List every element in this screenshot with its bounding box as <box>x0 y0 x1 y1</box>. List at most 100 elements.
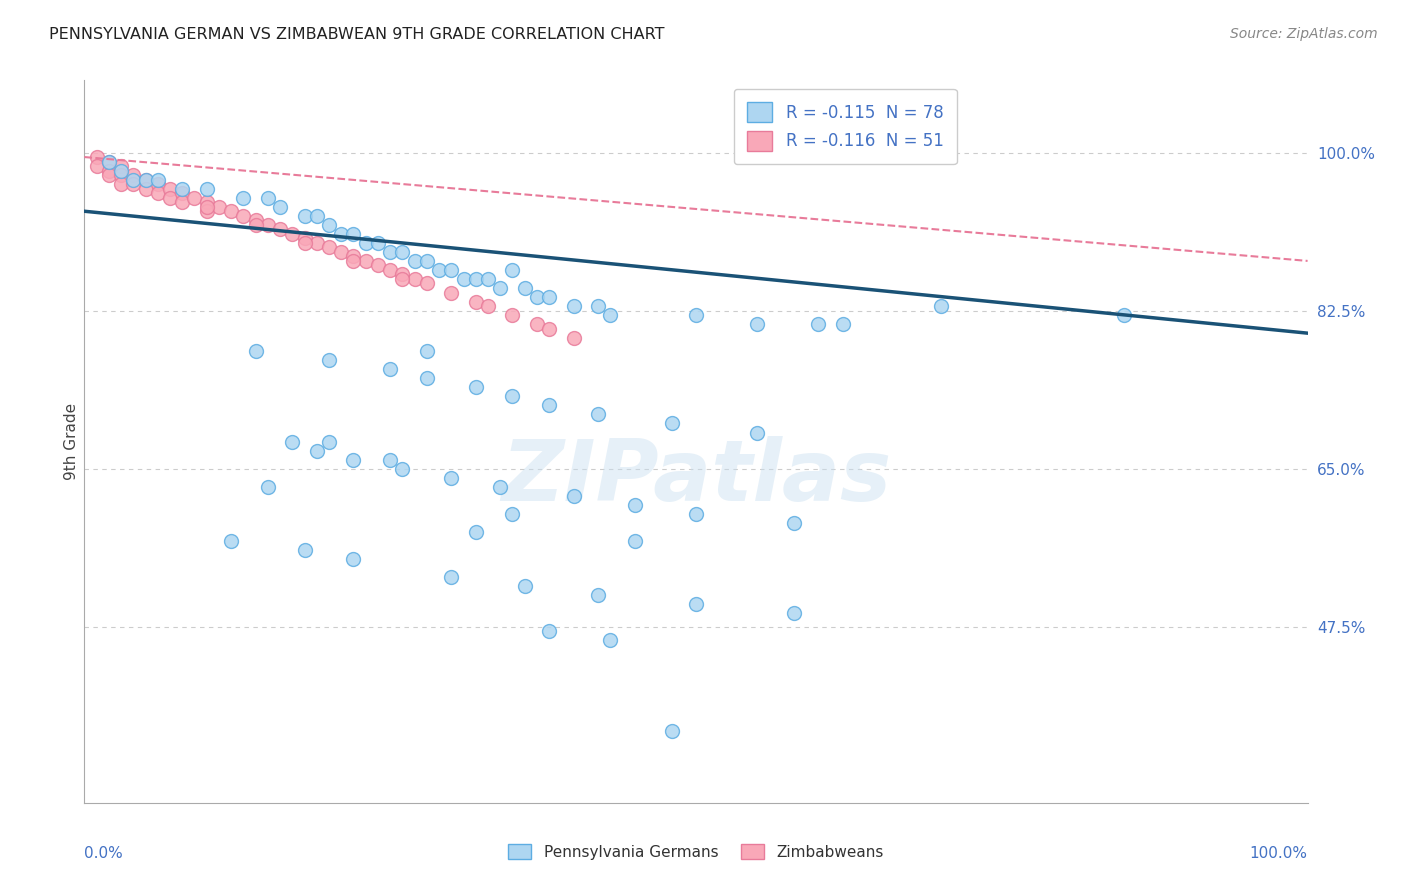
Point <box>391 272 413 286</box>
Point <box>281 227 304 241</box>
Point <box>122 172 145 186</box>
Point <box>342 452 364 467</box>
Point <box>526 290 548 304</box>
Point <box>489 480 512 494</box>
Point <box>342 227 364 241</box>
Point <box>783 516 806 530</box>
Point <box>305 443 328 458</box>
Point <box>831 317 853 331</box>
Point <box>1114 308 1136 322</box>
Legend: Pennsylvania Germans, Zimbabweans: Pennsylvania Germans, Zimbabweans <box>501 836 891 867</box>
Point <box>440 285 463 300</box>
Point <box>464 294 486 309</box>
Text: 100.0%: 100.0% <box>1250 847 1308 861</box>
Point <box>257 480 280 494</box>
Point <box>391 461 413 475</box>
Point <box>661 723 683 738</box>
Point <box>685 308 707 322</box>
Point <box>146 177 169 191</box>
Point <box>97 168 120 182</box>
Point <box>318 353 340 368</box>
Point <box>586 408 609 422</box>
Point <box>330 227 353 241</box>
Point <box>245 213 267 227</box>
Point <box>440 570 463 584</box>
Point <box>538 624 561 639</box>
Point <box>318 218 340 232</box>
Point <box>330 244 353 259</box>
Text: PENNSYLVANIA GERMAN VS ZIMBABWEAN 9TH GRADE CORRELATION CHART: PENNSYLVANIA GERMAN VS ZIMBABWEAN 9TH GR… <box>49 27 665 42</box>
Point <box>562 331 585 345</box>
Point <box>195 195 218 210</box>
Point <box>86 150 108 164</box>
Point <box>502 389 524 403</box>
Point <box>380 362 402 376</box>
Point <box>269 200 291 214</box>
Point <box>110 163 132 178</box>
Point <box>747 317 769 331</box>
Point <box>562 489 585 503</box>
Point <box>208 200 231 214</box>
Point <box>416 371 439 385</box>
Point <box>318 434 340 449</box>
Point <box>477 272 499 286</box>
Point <box>86 159 108 173</box>
Point <box>97 163 120 178</box>
Point <box>294 209 316 223</box>
Point <box>538 398 561 412</box>
Text: 0.0%: 0.0% <box>84 847 124 861</box>
Point <box>294 542 316 557</box>
Point <box>245 344 267 359</box>
Point <box>135 172 157 186</box>
Point <box>624 498 647 512</box>
Point <box>427 263 450 277</box>
Point <box>135 182 157 196</box>
Point <box>281 434 304 449</box>
Point <box>257 191 280 205</box>
Point <box>453 272 475 286</box>
Point <box>305 209 328 223</box>
Point <box>269 222 291 236</box>
Point <box>122 177 145 191</box>
Point <box>416 277 439 291</box>
Point <box>440 471 463 485</box>
Point <box>562 299 585 313</box>
Point <box>172 195 194 210</box>
Point <box>404 272 426 286</box>
Point <box>110 168 132 182</box>
Point <box>807 317 830 331</box>
Point <box>110 177 132 191</box>
Point <box>586 299 609 313</box>
Point <box>219 533 242 548</box>
Y-axis label: 9th Grade: 9th Grade <box>63 403 79 480</box>
Point <box>380 263 402 277</box>
Point <box>477 299 499 313</box>
Point <box>416 344 439 359</box>
Text: Source: ZipAtlas.com: Source: ZipAtlas.com <box>1230 27 1378 41</box>
Point <box>380 452 402 467</box>
Point <box>257 218 280 232</box>
Point <box>502 263 524 277</box>
Point <box>599 308 621 322</box>
Point <box>661 417 683 431</box>
Point <box>391 268 413 282</box>
Text: ZIPatlas: ZIPatlas <box>501 436 891 519</box>
Point <box>464 380 486 394</box>
Point <box>146 172 169 186</box>
Point <box>195 204 218 219</box>
Point <box>367 259 389 273</box>
Point <box>929 299 952 313</box>
Point <box>685 507 707 521</box>
Point <box>502 507 524 521</box>
Point <box>513 579 536 593</box>
Point <box>685 597 707 611</box>
Point <box>416 254 439 268</box>
Point <box>380 244 402 259</box>
Point <box>502 308 524 322</box>
Point <box>97 154 120 169</box>
Point <box>172 182 194 196</box>
Point <box>110 159 132 173</box>
Point <box>367 235 389 250</box>
Point <box>342 249 364 263</box>
Point <box>440 263 463 277</box>
